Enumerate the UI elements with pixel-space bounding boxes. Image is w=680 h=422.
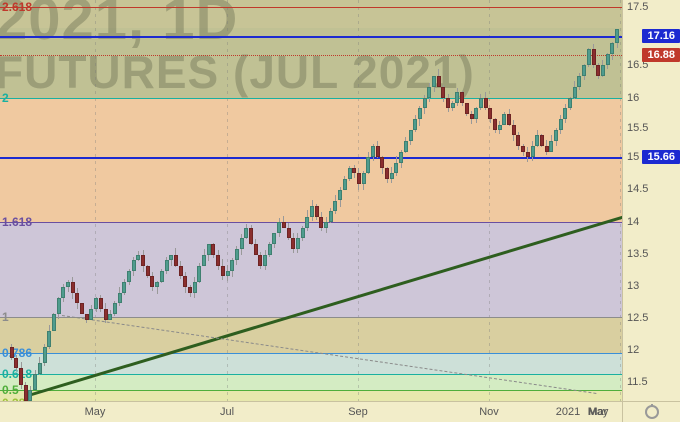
fib-line-2[interactable] xyxy=(0,98,622,99)
fib-label-2: 2 xyxy=(2,91,9,105)
gridline-jul xyxy=(227,0,228,401)
gridline-may xyxy=(95,0,96,401)
y-tick-1150: 11.5 xyxy=(627,376,648,388)
gridline-sep xyxy=(358,0,359,401)
watermark-subtitle: FUTURES (JUL 2021) xyxy=(0,45,475,99)
chart-plot-area[interactable]: 2021, 1D FUTURES (JUL 2021) 2.618 2 1.61… xyxy=(0,0,622,401)
x-tick-may2: May xyxy=(588,406,609,418)
fib-line-0786[interactable] xyxy=(0,353,622,354)
y-axis[interactable]: 17.5 16.5 16 15.5 15 14.5 14 13.5 13 12.… xyxy=(622,0,680,401)
y-tick-1750: 17.5 xyxy=(627,1,648,13)
y-tick-1250: 12.5 xyxy=(627,312,648,324)
price-tag-1688[interactable]: 16.88 xyxy=(642,48,680,62)
x-axis[interactable]: May Jul Sep Nov 2021 Mar May xyxy=(0,401,622,422)
gridline-2021 xyxy=(620,0,621,401)
fib-label-05: 0.5 xyxy=(2,383,19,397)
y-tick-1600: 16 xyxy=(627,92,639,104)
fib-label-0618: 0.618 xyxy=(2,367,32,381)
fib-line-05[interactable] xyxy=(0,390,622,391)
y-tick-1550: 15.5 xyxy=(627,122,648,134)
fib-band-0618-to-0786 xyxy=(0,353,622,374)
y-tick-1300: 13 xyxy=(627,280,639,292)
fib-line-2618[interactable] xyxy=(0,7,622,8)
fib-line-1618[interactable] xyxy=(0,222,622,223)
x-tick-nov: Nov xyxy=(479,406,499,418)
gear-icon[interactable] xyxy=(645,405,659,419)
fib-label-1: 1 xyxy=(2,310,9,324)
y-tick-1350: 13.5 xyxy=(627,248,648,260)
x-tick-may1: May xyxy=(85,406,106,418)
y-tick-1400: 14 xyxy=(627,216,639,228)
fib-label-2618: 2.618 xyxy=(2,0,32,14)
price-line-1716[interactable] xyxy=(0,36,622,38)
y-tick-1200: 12 xyxy=(627,344,639,356)
x-tick-2021: 2021 xyxy=(556,406,580,418)
price-tag-1716[interactable]: 17.16 xyxy=(642,29,680,43)
y-tick-1500: 15 xyxy=(627,151,639,163)
settings-corner[interactable] xyxy=(622,401,680,422)
price-line-1566[interactable] xyxy=(0,157,622,159)
y-tick-1450: 14.5 xyxy=(627,183,648,195)
price-line-1688[interactable] xyxy=(0,55,622,56)
fib-band-0382-to-05 xyxy=(0,390,622,401)
trading-chart-app: 2021, 1D FUTURES (JUL 2021) 2.618 2 1.61… xyxy=(0,0,680,422)
fib-band-0786-to-1 xyxy=(0,317,622,353)
price-tag-1566[interactable]: 15.66 xyxy=(642,150,680,164)
x-tick-jul: Jul xyxy=(220,406,234,418)
x-tick-sep: Sep xyxy=(348,406,368,418)
fib-label-1618: 1.618 xyxy=(2,215,32,229)
gridline-nov xyxy=(489,0,490,401)
